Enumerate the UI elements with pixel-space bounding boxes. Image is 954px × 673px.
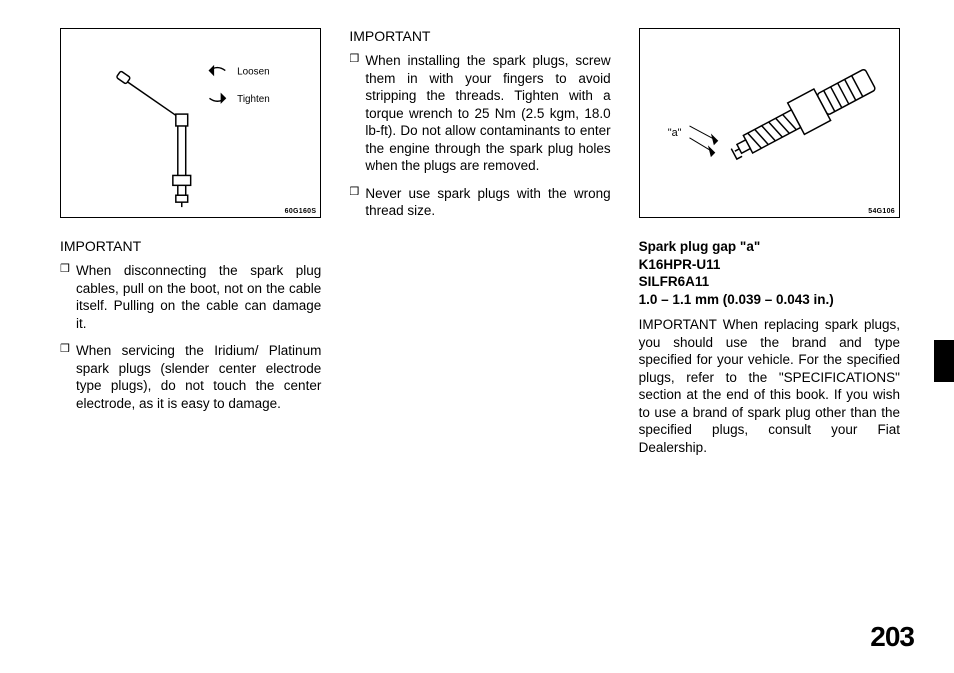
list-item: When disconnecting the spark plug cables… [60, 262, 321, 332]
column-3: "a" 54G106 Spark plug gap "a" K16HPR-U11… [639, 28, 900, 628]
figure-spark-plug-wrench: Loosen Tighten 60G160S [60, 28, 321, 218]
spec-paragraph: IMPORTANT When replacing spark plugs, yo… [639, 316, 900, 456]
figure-caption-left: 60G160S [285, 208, 317, 215]
spec-heading: Spark plug gap "a" K16HPR-U11 SILFR6A11 … [639, 238, 900, 308]
gap-a-label: "a" [667, 127, 681, 139]
figure-spark-plug-gap: "a" 54G106 [639, 28, 900, 218]
bullet-list-1: When disconnecting the spark plug cables… [60, 262, 321, 422]
column-2: IMPORTANT When installing the spark plug… [349, 28, 610, 628]
column-1: Loosen Tighten 60G160S IMPORTANT When di… [60, 28, 321, 628]
page-content: Loosen Tighten 60G160S IMPORTANT When di… [60, 28, 900, 628]
wrench-diagram-icon: Loosen Tighten [61, 29, 320, 217]
loosen-label: Loosen [237, 67, 269, 78]
tighten-label: Tighten [237, 94, 270, 105]
bullet-list-2: When installing the spark plugs, screw t… [349, 52, 610, 230]
important-heading-2: IMPORTANT [349, 28, 610, 44]
page-number: 203 [870, 621, 914, 653]
figure-caption-right: 54G106 [868, 208, 895, 215]
important-heading-1: IMPORTANT [60, 238, 321, 254]
spark-plug-diagram-icon: "a" [640, 29, 899, 217]
list-item: Never use spark plugs with the wrong thr… [349, 185, 610, 220]
list-item: When installing the spark plugs, screw t… [349, 52, 610, 175]
side-tab [934, 340, 954, 382]
spec-line: Spark plug gap "a" [639, 239, 761, 254]
spec-line: SILFR6A11 [639, 274, 710, 289]
spec-line: 1.0 – 1.1 mm (0.039 – 0.043 in.) [639, 292, 834, 307]
list-item: When servicing the Iridium/ Platinum spa… [60, 342, 321, 412]
spec-line: K16HPR-U11 [639, 257, 721, 272]
